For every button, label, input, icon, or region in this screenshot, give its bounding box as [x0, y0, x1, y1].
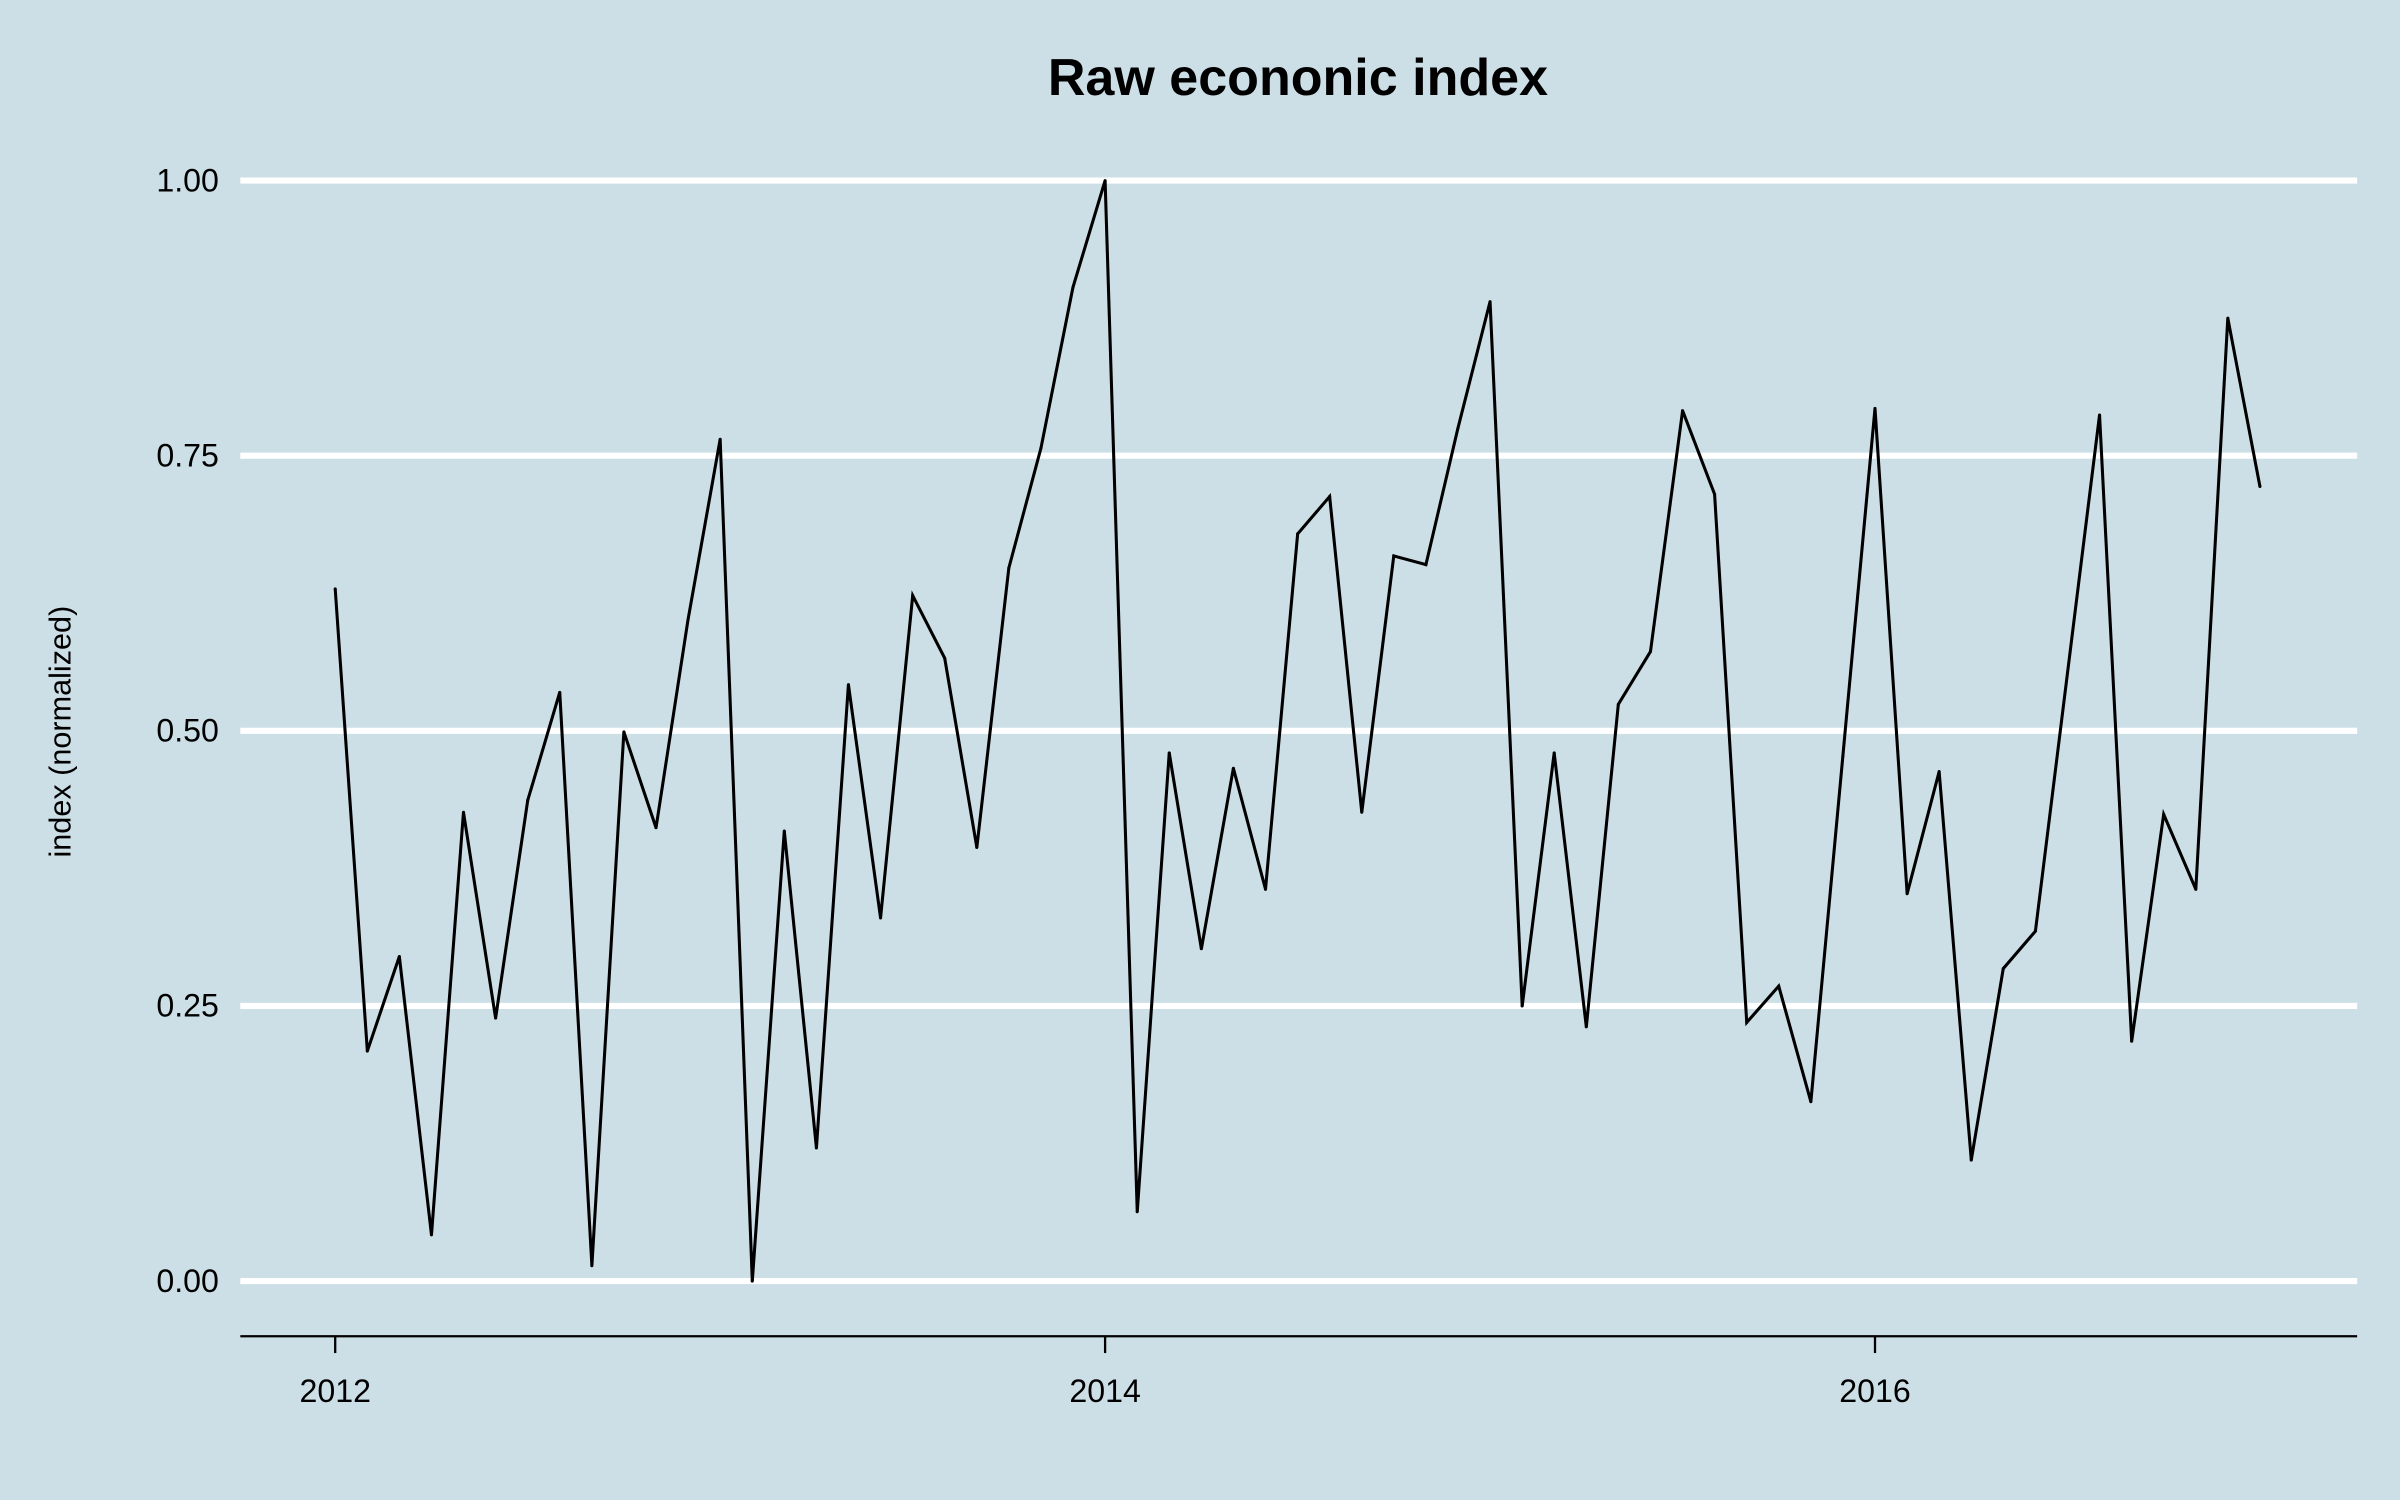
data-point [1167, 751, 1171, 755]
data-point [879, 916, 883, 920]
data-point [654, 826, 658, 830]
data-point [1199, 947, 1203, 951]
data-point [782, 829, 786, 833]
data-point [1841, 754, 1845, 758]
data-point [461, 810, 466, 814]
data-point [846, 683, 850, 687]
data-point [2033, 929, 2037, 933]
data-point [333, 587, 337, 591]
x-tick-label: 2012 [299, 1373, 370, 1409]
data-point [686, 618, 690, 622]
data-point [1680, 409, 1685, 413]
chart-title: Raw econonic index [1048, 49, 1548, 107]
data-point [1552, 751, 1556, 755]
data-point [2162, 812, 2166, 817]
data-point [718, 437, 722, 441]
data-point [911, 593, 915, 598]
data-point [1616, 702, 1620, 706]
data-point [1809, 1100, 1813, 1104]
data-point [1777, 984, 1781, 988]
y-axis-label: index (normalized) [43, 606, 77, 858]
data-point [2226, 316, 2230, 320]
data-point [1873, 406, 1877, 410]
data-point [365, 1049, 369, 1053]
data-point [2065, 671, 2070, 675]
data-point [397, 954, 401, 959]
data-point [2258, 485, 2262, 489]
data-point [814, 1146, 818, 1150]
data-point [1296, 532, 1300, 536]
data-point [975, 845, 979, 850]
data-point [2194, 887, 2198, 891]
data-point [943, 656, 947, 660]
data-point [526, 798, 530, 802]
data-point [1392, 554, 1396, 558]
data-point [1456, 426, 1460, 430]
data-point [1071, 285, 1075, 289]
data-point [429, 1233, 433, 1237]
data-point [1360, 810, 1364, 814]
y-tick-label: 0.25 [156, 988, 219, 1024]
data-point [1745, 1020, 1749, 1025]
data-point [1584, 1025, 1588, 1029]
data-point [622, 730, 626, 734]
data-point [1007, 566, 1011, 570]
data-point [1713, 492, 1717, 496]
data-point [1135, 1210, 1139, 1214]
data-point [558, 690, 562, 694]
data-point [2001, 967, 2005, 971]
y-tick-label: 1.00 [156, 162, 219, 198]
data-point [1039, 446, 1043, 450]
y-tick-label: 0.00 [156, 1263, 219, 1299]
data-point [590, 1264, 594, 1268]
y-tick-label: 0.75 [156, 437, 219, 473]
data-point [1424, 563, 1428, 567]
data-point [1520, 1004, 1524, 1008]
x-tick-label: 2014 [1069, 1373, 1140, 1409]
data-point [2098, 413, 2102, 417]
data-point [1937, 770, 1941, 774]
data-point [1263, 887, 1268, 891]
data-point [1905, 892, 1909, 896]
data-point [1969, 1158, 1973, 1162]
data-point [1231, 766, 1235, 770]
data-point [1488, 300, 1492, 304]
data-point [494, 1016, 498, 1020]
y-tick-label: 0.50 [156, 713, 219, 749]
data-point [1648, 650, 1652, 654]
x-tick-label: 2016 [1839, 1373, 1910, 1409]
data-point [750, 1279, 754, 1283]
data-point [1103, 179, 1107, 183]
data-point [2130, 1039, 2134, 1043]
data-point [1328, 494, 1332, 498]
